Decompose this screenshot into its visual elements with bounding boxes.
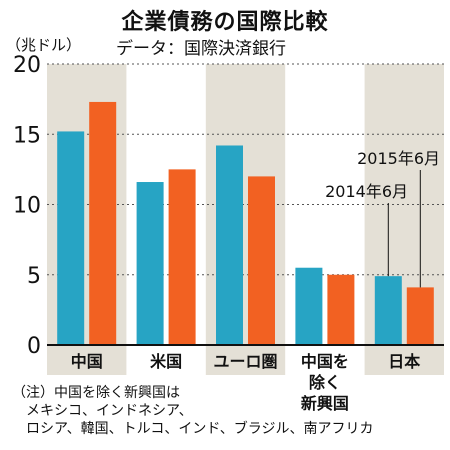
bar-series2 — [327, 274, 355, 345]
chart-note: （注）中国を除く新興国は メキシコ、インドネシア、 ロシア、韓国、トルコ、インド… — [12, 385, 374, 437]
y-tick-label: 20 — [13, 53, 41, 78]
x-tick-label: 日本 — [388, 352, 420, 371]
x-tick-label: ユーロ圏 — [213, 352, 277, 371]
x-tick-label: 新興国 — [301, 394, 349, 413]
bar-series1 — [216, 145, 243, 345]
bar-series1 — [374, 276, 402, 345]
y-tick-label: 0 — [27, 334, 41, 359]
bar-series2 — [248, 176, 275, 345]
x-tick-label: 中国を — [301, 352, 349, 371]
bar-series1 — [295, 267, 323, 345]
bar-series2 — [89, 101, 117, 345]
bar-series2 — [406, 287, 434, 345]
y-tick-label: 5 — [27, 264, 41, 289]
x-tick-label: 中国 — [71, 352, 103, 371]
series1-label: 2014年6月 — [325, 182, 408, 201]
bar-series2 — [168, 169, 196, 345]
y-axis-unit-label: （兆ドル） — [6, 36, 82, 54]
x-tick-label: 米国 — [150, 352, 182, 371]
chart-subtitle: データ：国際決済銀行 — [116, 39, 286, 59]
bar-series1 — [136, 182, 164, 345]
chart-title: 企業債務の国際比較 — [121, 10, 329, 35]
bar-series1 — [57, 131, 85, 345]
x-tick-label: 除く — [309, 373, 341, 392]
y-tick-label: 15 — [13, 123, 41, 148]
series2-label: 2015年6月 — [357, 149, 440, 168]
y-tick-label: 10 — [13, 194, 41, 219]
